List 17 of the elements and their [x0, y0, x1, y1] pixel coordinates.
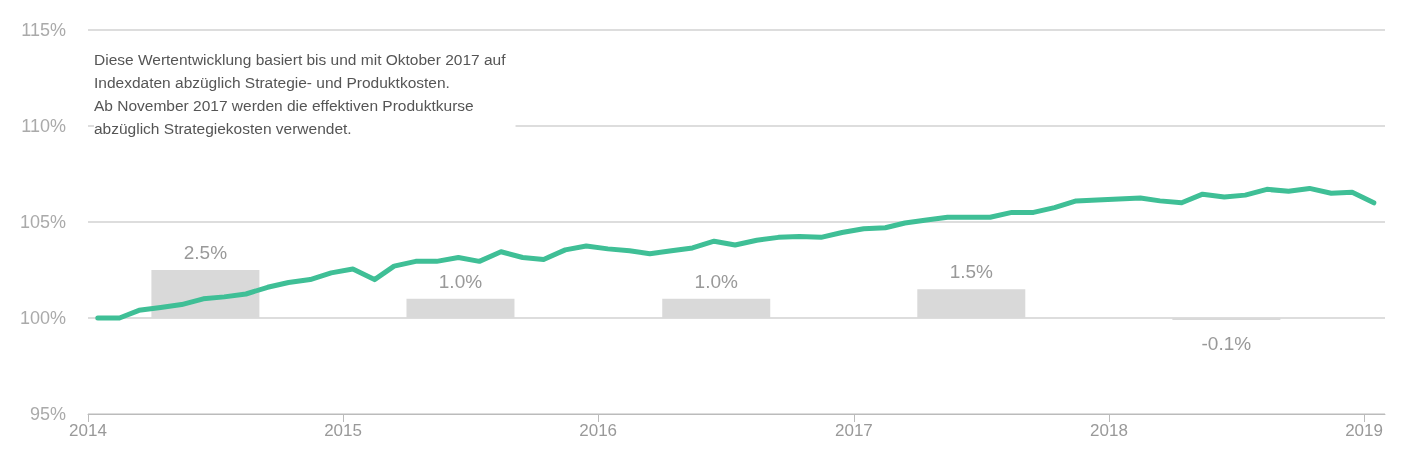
data-label: 1.5% [949, 261, 994, 283]
x-tick-label: 2019 [1345, 421, 1383, 440]
x-tick-label: 2017 [834, 421, 873, 440]
data-label: 1.0% [438, 270, 483, 292]
x-tick-label: 2016 [579, 421, 618, 440]
y-tick-label: 105% [19, 212, 66, 232]
y-tick-label: 95% [29, 404, 66, 424]
data-label: -0.1% [1201, 332, 1252, 354]
annotation: Diese Wertentwicklung basiert bis und mit Oktober 2017 auf Indexdaten abzüglich Strategie- und Produktkosten. Ab November 2017 werden die effektiven Produktkurse abzüglich Strategiekosten verwendet. [94, 51, 507, 137]
y-tick-label: 110% [21, 116, 66, 136]
y-tick-label: 115% [21, 20, 66, 40]
x-tick-label: 2015 [324, 421, 362, 440]
x-tick-label: 2014 [69, 421, 107, 440]
data-label: 2.5% [183, 242, 228, 263]
data-label: 1.0% [694, 270, 738, 292]
x-tick-label: 2018 [1090, 421, 1128, 440]
y-tick-label: 100% [19, 308, 66, 328]
